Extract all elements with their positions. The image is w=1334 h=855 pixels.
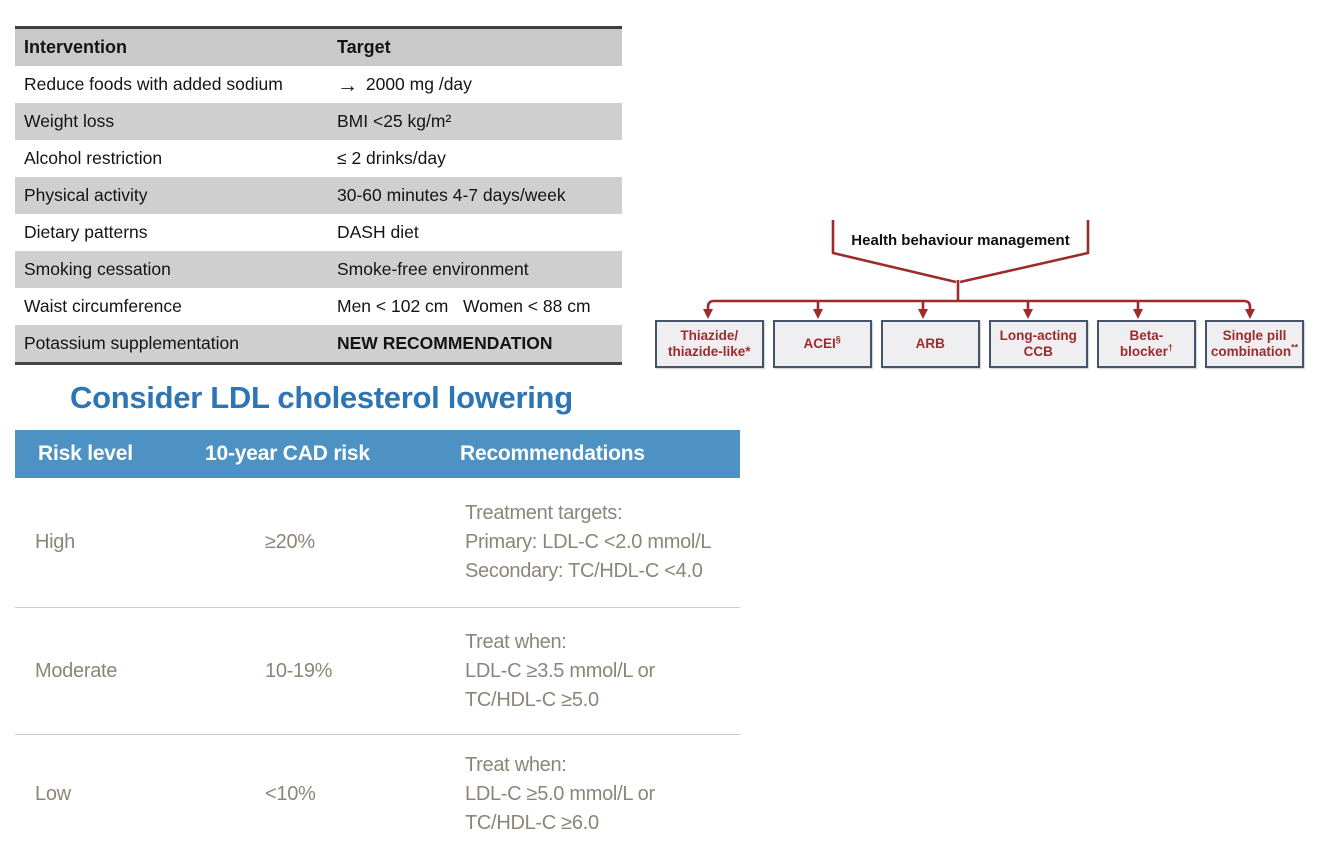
recommendation-line: Primary: LDL-C <2.0 mmol/L — [465, 531, 712, 553]
drug-box-line: CCB — [1023, 344, 1053, 359]
risk-level-cell: High — [35, 531, 75, 553]
ldl-section-title: Consider LDL cholesterol lowering — [70, 380, 573, 415]
drug-box-line: blocker† — [1119, 342, 1173, 359]
target-cell: BMI <25 kg/m² — [328, 103, 622, 140]
ldl-row: High ≥20% Treatment targets: Primary: LDL-C… — [15, 478, 740, 607]
ldl-row: Moderate 10-19% Treat when: LDL-C ≥3.5 mmol… — [15, 607, 740, 734]
target-cell: 30-60 minutes 4-7 days/week — [328, 177, 622, 214]
target-cell: ≤ 2 drinks/day — [337, 148, 446, 168]
drug-box-line: combination** — [1210, 342, 1299, 359]
intervention-cell: Physical activity — [15, 177, 328, 214]
flowchart-connectors — [703, 220, 1255, 319]
drug-box-line: Single pill — [1222, 328, 1287, 344]
right-arrow-icon: → — [337, 73, 358, 97]
flowchart-title: Health behaviour management — [851, 232, 1070, 249]
drug-box: Beta-blocker† — [1096, 320, 1196, 368]
drug-box: Long-acting CCB — [988, 320, 1088, 368]
intervention-cell: Dietary patterns — [24, 222, 148, 242]
intervention-cell: Reduce foods with added sodium — [24, 74, 283, 94]
intervention-cell: Alcohol restriction — [24, 148, 163, 168]
table-row: Dietary patterns DASH diet — [15, 214, 622, 251]
ldl-table-body: High ≥20% Treatment targets: Primary: LDL-C… — [15, 478, 740, 854]
recommendation-line: TC/HDL-C ≥5.0 — [465, 688, 599, 711]
ldl-table-header: Risk level 10-year CAD risk Recommendati… — [15, 430, 740, 478]
recommendation-line: LDL-C ≥5.0 mmol/L or — [465, 783, 655, 805]
target-cell: Men < 102 cm Women < 88 cm — [337, 296, 591, 316]
table-row: Physical activity 30-60 minutes 4-7 days/… — [15, 177, 622, 214]
recommendations-cell: Treat when: LDL-C ≥3.5 mmol/L or TC/HDL-C … — [465, 628, 740, 715]
recommendation-line: Treat when: — [465, 630, 567, 653]
target-cell: → 2000 mg /day — [337, 73, 472, 97]
drug-box-line: thiazide-like* — [668, 344, 751, 359]
recommendations-cell: Treatment targets: Primary: LDL-C <2.0 mm… — [465, 499, 740, 586]
cad-risk-cell: ≥20% — [265, 531, 315, 553]
risk-level-cell: Moderate — [35, 659, 118, 682]
cad-risk-cell: 10-19% — [265, 659, 333, 682]
target-column-header: Target — [328, 27, 622, 66]
cad-risk-cell: <10% — [265, 783, 316, 805]
drug-box: Thiazide/thiazide-like* — [655, 320, 764, 368]
table-row: Alcohol restriction ≤ 2 drinks/day — [15, 140, 622, 177]
drug-box-line: Long-acting — [999, 328, 1077, 344]
intervention-cell: Weight loss — [15, 103, 328, 140]
intervention-table: Intervention Target Reduce foods with ad… — [15, 26, 622, 365]
risk-level-column-header: Risk level — [38, 442, 133, 465]
cad-risk-column-header: 10-year CAD risk — [205, 442, 370, 465]
intervention-cell: Waist circumference — [24, 296, 182, 316]
target-cell: DASH diet — [337, 222, 419, 242]
drug-box: ARB — [880, 320, 980, 368]
recommendation-line: Secondary: TC/HDL-C <4.0 — [465, 560, 703, 582]
target-cell: Smoke-free environment — [328, 251, 622, 288]
intervention-table-body: Reduce foods with added sodium → 2000 mg … — [15, 66, 622, 364]
recommendation-line: LDL-C ≥3.5 mmol/L or — [465, 659, 655, 682]
drug-box-line: Beta- — [1129, 328, 1164, 344]
recommendation-line: Treat when: — [465, 754, 567, 776]
table-row: Smoking cessation Smoke-free environment — [15, 251, 622, 288]
recommendations-column-header: Recommendations — [460, 442, 645, 465]
table-row: Reduce foods with added sodium → 2000 mg … — [15, 66, 622, 103]
recommendations-cell: Treat when: LDL-C ≥5.0 mmol/L or TC/HDL-C … — [465, 751, 740, 838]
recommendation-line: Treatment targets: — [465, 502, 623, 524]
drug-box: ACEI§ — [772, 320, 872, 368]
table-row: Waist circumference Men < 102 cm Women < … — [15, 288, 622, 325]
drug-flowchart: Health behaviour management Thiazide/thi… — [650, 210, 1334, 375]
intervention-column-header: Intervention — [15, 27, 328, 66]
drug-box: Single pill combination** — [1204, 320, 1304, 368]
drug-box-row: Thiazide/thiazide-like* ACEI§ ARB Long-acti… — [655, 320, 1304, 368]
table-row: Potassium supplementation NEW RECOMMENDAT… — [15, 325, 622, 364]
recommendation-line: TC/HDL-C ≥6.0 — [465, 812, 599, 834]
drug-box-line: ACEI§ — [803, 334, 841, 352]
risk-level-cell: Low — [35, 783, 71, 805]
table-row: Weight loss BMI <25 kg/m² — [15, 103, 622, 140]
ldl-row: Low <10% Treat when: LDL-C ≥5.0 mmol/L or TC… — [15, 734, 740, 854]
intervention-header-row: Intervention Target — [15, 27, 622, 66]
intervention-cell: Smoking cessation — [15, 251, 328, 288]
drug-box-line: Thiazide/ — [680, 328, 739, 344]
target-cell: NEW RECOMMENDATION — [328, 325, 622, 364]
drug-box-line: ARB — [915, 336, 945, 352]
intervention-cell: Potassium supplementation — [15, 325, 328, 364]
